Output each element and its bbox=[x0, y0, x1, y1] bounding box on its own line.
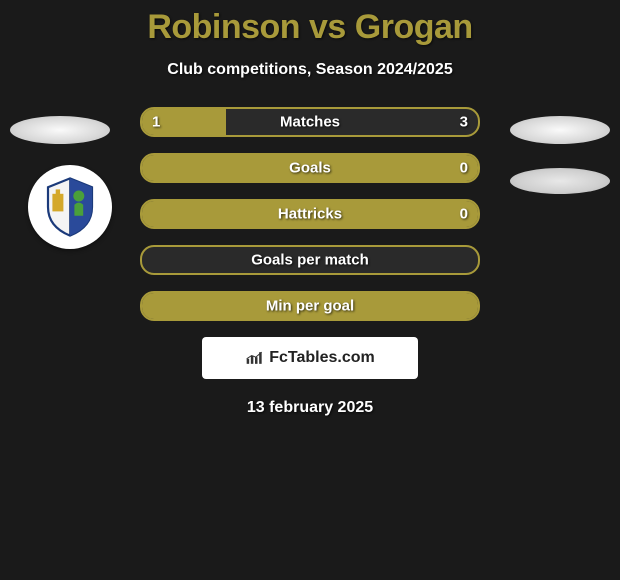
bar-chart-icon bbox=[245, 350, 265, 366]
player1-club-crest bbox=[28, 165, 112, 249]
fctables-label: FcTables.com bbox=[269, 349, 375, 367]
stat-bars: 1 Matches 3 Goals 0 Hattricks 0 Goals pe… bbox=[140, 107, 480, 321]
subtitle: Club competitions, Season 2024/2025 bbox=[0, 61, 620, 79]
player2-badge-placeholder bbox=[510, 116, 610, 144]
stat-bar-hattricks: Hattricks 0 bbox=[140, 199, 480, 229]
bar-value-right: 0 bbox=[460, 160, 468, 177]
stat-bar-matches: 1 Matches 3 bbox=[140, 107, 480, 137]
bar-label: Goals per match bbox=[142, 252, 478, 269]
page-title: Robinson vs Grogan bbox=[0, 8, 620, 47]
bar-value-right: 3 bbox=[460, 114, 468, 131]
stat-bar-goals-per-match: Goals per match bbox=[140, 245, 480, 275]
stat-bar-min-per-goal: Min per goal bbox=[140, 291, 480, 321]
player1-badge-placeholder bbox=[10, 116, 110, 144]
comparison-widget: Robinson vs Grogan Club competitions, Se… bbox=[0, 0, 620, 417]
stats-area: 1 Matches 3 Goals 0 Hattricks 0 Goals pe… bbox=[0, 107, 620, 417]
player2-club-placeholder bbox=[510, 168, 610, 194]
bar-fill bbox=[142, 201, 478, 227]
bar-fill bbox=[142, 155, 478, 181]
crest-icon bbox=[37, 174, 103, 240]
bar-value-left: 1 bbox=[152, 114, 160, 131]
fctables-link[interactable]: FcTables.com bbox=[202, 337, 418, 379]
bar-value-right: 0 bbox=[460, 206, 468, 223]
date-label: 13 february 2025 bbox=[0, 399, 620, 417]
stat-bar-goals: Goals 0 bbox=[140, 153, 480, 183]
bar-fill bbox=[142, 293, 478, 319]
